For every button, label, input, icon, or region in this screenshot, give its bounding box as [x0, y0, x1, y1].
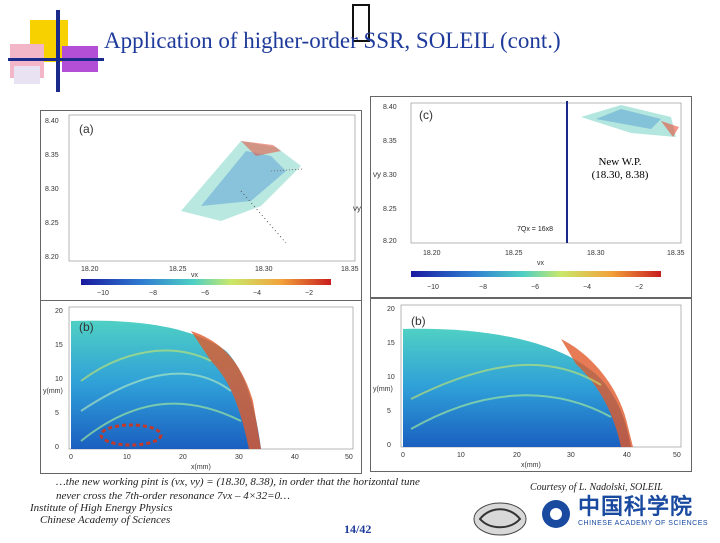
highlight-circle — [99, 423, 163, 447]
panel-b: (b) 20 15 10 5 0 0 10 20 30 40 50 x(mm) … — [40, 300, 362, 474]
svg-text:νy: νy — [373, 170, 381, 179]
svg-text:15: 15 — [55, 342, 63, 349]
panel-c: (c) 8.40 8.35 8.30 8.25 8.20 18.20 18.25… — [370, 96, 692, 298]
svg-text:50: 50 — [673, 452, 681, 459]
cas-logo-icon — [540, 498, 572, 530]
slide-title: Application of higher-order SSR, SOLEIL … — [104, 28, 561, 53]
cas-logo-text: 中国科学院 CHINESE ACADEMY OF SCIENCES — [578, 495, 718, 528]
svg-text:8.35: 8.35 — [45, 152, 59, 159]
svg-text:18.25: 18.25 — [505, 250, 523, 257]
wp-line2: (18.30, 8.38) — [591, 169, 649, 181]
svg-text:30: 30 — [235, 454, 243, 461]
cursor-box-icon — [352, 4, 370, 42]
institute-line1: Institute of High Energy Physics — [30, 502, 173, 514]
svg-text:10: 10 — [55, 376, 63, 383]
svg-text:18.35: 18.35 — [341, 266, 359, 273]
svg-text:40: 40 — [623, 452, 631, 459]
decor-tile — [14, 66, 40, 84]
decor-vertical-line — [56, 10, 60, 92]
svg-text:−2: −2 — [305, 290, 313, 297]
panel-c-plot: (c) 8.40 8.35 8.30 8.25 8.20 18.20 18.25… — [373, 101, 685, 291]
courtesy-prefix: Courtesy of — [530, 482, 579, 493]
svg-text:10: 10 — [123, 454, 131, 461]
panel-d-plot: (b) 20 15 10 5 0 0 10 20 30 40 50 x(mm) … — [373, 304, 682, 469]
new-wp-note: New W.P. (18.30, 8.38) — [570, 156, 670, 182]
svg-text:20: 20 — [55, 308, 63, 315]
svg-text:x(mm): x(mm) — [191, 464, 211, 471]
svg-text:−2: −2 — [635, 284, 643, 291]
svg-text:0: 0 — [401, 452, 405, 459]
svg-text:0: 0 — [69, 454, 73, 461]
svg-text:10: 10 — [457, 452, 465, 459]
svg-text:−8: −8 — [479, 284, 487, 291]
svg-text:8.20: 8.20 — [45, 254, 59, 261]
cas-logo-cn: 中国科学院 — [578, 495, 694, 520]
panel-d-label: (b) — [411, 314, 426, 328]
svg-text:−10: −10 — [427, 284, 439, 291]
panel-c-label: (c) — [419, 108, 433, 122]
svg-text:20: 20 — [387, 306, 395, 313]
svg-text:0: 0 — [387, 442, 391, 449]
svg-text:15: 15 — [387, 340, 395, 347]
svg-text:−6: −6 — [201, 290, 209, 297]
svg-text:−4: −4 — [253, 290, 261, 297]
svg-text:18.35: 18.35 — [667, 250, 685, 257]
panel-b-label: (b) — [79, 320, 94, 334]
svg-text:40: 40 — [291, 454, 299, 461]
institute-line2: Chinese Academy of Sciences — [40, 514, 171, 526]
svg-text:y(mm): y(mm) — [43, 388, 63, 395]
svg-text:8.30: 8.30 — [383, 172, 397, 179]
svg-text:8.25: 8.25 — [45, 220, 59, 227]
svg-text:8.25: 8.25 — [383, 206, 397, 213]
svg-text:−8: −8 — [149, 290, 157, 297]
svg-text:8.40: 8.40 — [45, 118, 59, 125]
svg-text:−6: −6 — [531, 284, 539, 291]
svg-text:−10: −10 — [97, 290, 109, 297]
institute-name: Institute of High Energy Physics Chinese… — [30, 502, 173, 526]
panel-a-plot: (a) 8.40 8.35 8.30 8.25 8.20 18.20 18.25… — [45, 114, 361, 297]
resonance-label: 7Qx = 16x8 — [517, 226, 553, 233]
svg-text:50: 50 — [345, 454, 353, 461]
svg-text:5: 5 — [387, 408, 391, 415]
panel-d: (b) 20 15 10 5 0 0 10 20 30 40 50 x(mm) … — [370, 298, 692, 472]
svg-text:10: 10 — [387, 374, 395, 381]
page-number: 14/42 — [344, 522, 372, 536]
cas-logo-en: CHINESE ACADEMY OF SCIENCES — [578, 520, 709, 527]
svg-text:νx: νx — [537, 260, 545, 267]
svg-text:8.30: 8.30 — [45, 186, 59, 193]
panel-a: (a) 8.40 8.35 8.30 8.25 8.20 18.20 18.25… — [40, 110, 362, 302]
svg-text:8.20: 8.20 — [383, 238, 397, 245]
courtesy-name: L. Nadolski, SOLEIL — [578, 482, 663, 493]
svg-text:8.35: 8.35 — [383, 138, 397, 145]
footnote-line2: never cross the 7th-order resonance 7νx … — [56, 490, 290, 502]
svg-text:νx: νx — [191, 272, 199, 279]
decor-horizontal-line — [8, 58, 104, 61]
footnote-line1: …the new working pint is (νx, νy) = (18.… — [56, 476, 420, 488]
panel-b-plot: (b) 20 15 10 5 0 0 10 20 30 40 50 x(mm) … — [43, 306, 354, 471]
ihep-logo-icon — [470, 500, 530, 538]
svg-text:0: 0 — [55, 444, 59, 451]
courtesy-note: Courtesy of L. Nadolski, SOLEIL — [530, 482, 663, 493]
svg-text:8.40: 8.40 — [383, 104, 397, 111]
panel-a-label: (a) — [79, 122, 94, 136]
wp-line1: New W.P. — [598, 156, 642, 168]
svg-text:18.25: 18.25 — [169, 266, 187, 273]
svg-text:18.20: 18.20 — [423, 250, 441, 257]
svg-text:5: 5 — [55, 410, 59, 417]
svg-text:18.20: 18.20 — [81, 266, 99, 273]
svg-text:18.30: 18.30 — [587, 250, 605, 257]
svg-text:−4: −4 — [583, 284, 591, 291]
svg-text:30: 30 — [567, 452, 575, 459]
svg-text:x(mm): x(mm) — [521, 462, 541, 469]
svg-text:νy: νy — [353, 204, 361, 213]
svg-text:20: 20 — [179, 454, 187, 461]
svg-text:18.30: 18.30 — [255, 266, 273, 273]
footnote: …the new working pint is (νx, νy) = (18.… — [56, 475, 476, 503]
svg-text:20: 20 — [513, 452, 521, 459]
svg-text:y(mm): y(mm) — [373, 386, 393, 393]
